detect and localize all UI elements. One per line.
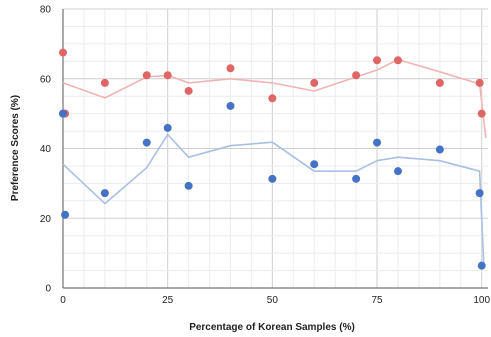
data-point-series-2	[100, 189, 109, 198]
y-tick-labels: 0 20 40 60 80	[40, 5, 52, 295]
data-point-series-2	[373, 138, 382, 147]
y-tick-label: 80	[40, 5, 52, 16]
data-point-series-1	[310, 78, 319, 87]
data-point-series-2	[226, 101, 235, 110]
y-tick-label: 20	[40, 214, 52, 225]
data-point-series-1	[226, 64, 235, 73]
data-point-series-1	[100, 78, 109, 87]
data-point-series-2	[352, 174, 361, 183]
data-point-series-1	[477, 109, 486, 118]
x-tick-label: 100	[473, 295, 490, 306]
data-point-series-1	[184, 86, 193, 95]
y-tick-label: 0	[45, 284, 51, 295]
grid-lines	[62, 8, 488, 289]
data-point-series-1	[142, 71, 151, 80]
x-tick-label: 25	[162, 295, 174, 306]
data-point-series-1	[59, 48, 67, 57]
data-point-series-1	[435, 78, 444, 87]
y-axis-label: Preference Scores (%)	[10, 95, 21, 201]
x-tick-label: 75	[371, 295, 383, 306]
data-point-series-2	[310, 160, 319, 169]
data-point-series-2	[61, 210, 70, 219]
data-point-series-2	[393, 167, 402, 176]
trend-line-series-2	[62, 133, 485, 266]
data-point-series-2	[184, 181, 193, 190]
data-point-series-2	[435, 145, 444, 154]
data-point-series-2	[59, 109, 67, 118]
trend-lines	[62, 58, 487, 266]
y-tick-label: 60	[40, 74, 52, 85]
y-tick-label: 40	[40, 144, 52, 155]
data-point-series-2	[142, 138, 151, 147]
x-tick-label: 50	[267, 295, 279, 306]
data-point-series-2	[163, 123, 172, 132]
data-point-series-2	[268, 174, 277, 183]
data-point-series-2	[477, 261, 486, 270]
data-point-series-1	[373, 56, 382, 65]
data-point-series-1	[393, 56, 402, 65]
x-axis-label: Percentage of Korean Samples (%)	[189, 322, 355, 333]
data-point-series-1	[268, 94, 277, 103]
x-tick-labels: 0 25 50 75 100	[60, 295, 490, 306]
data-points	[59, 48, 486, 270]
data-point-series-1	[163, 71, 172, 80]
data-point-series-2	[475, 189, 484, 198]
data-point-series-1	[352, 71, 361, 80]
x-tick-label: 0	[60, 295, 66, 306]
data-point-series-1	[475, 78, 484, 87]
